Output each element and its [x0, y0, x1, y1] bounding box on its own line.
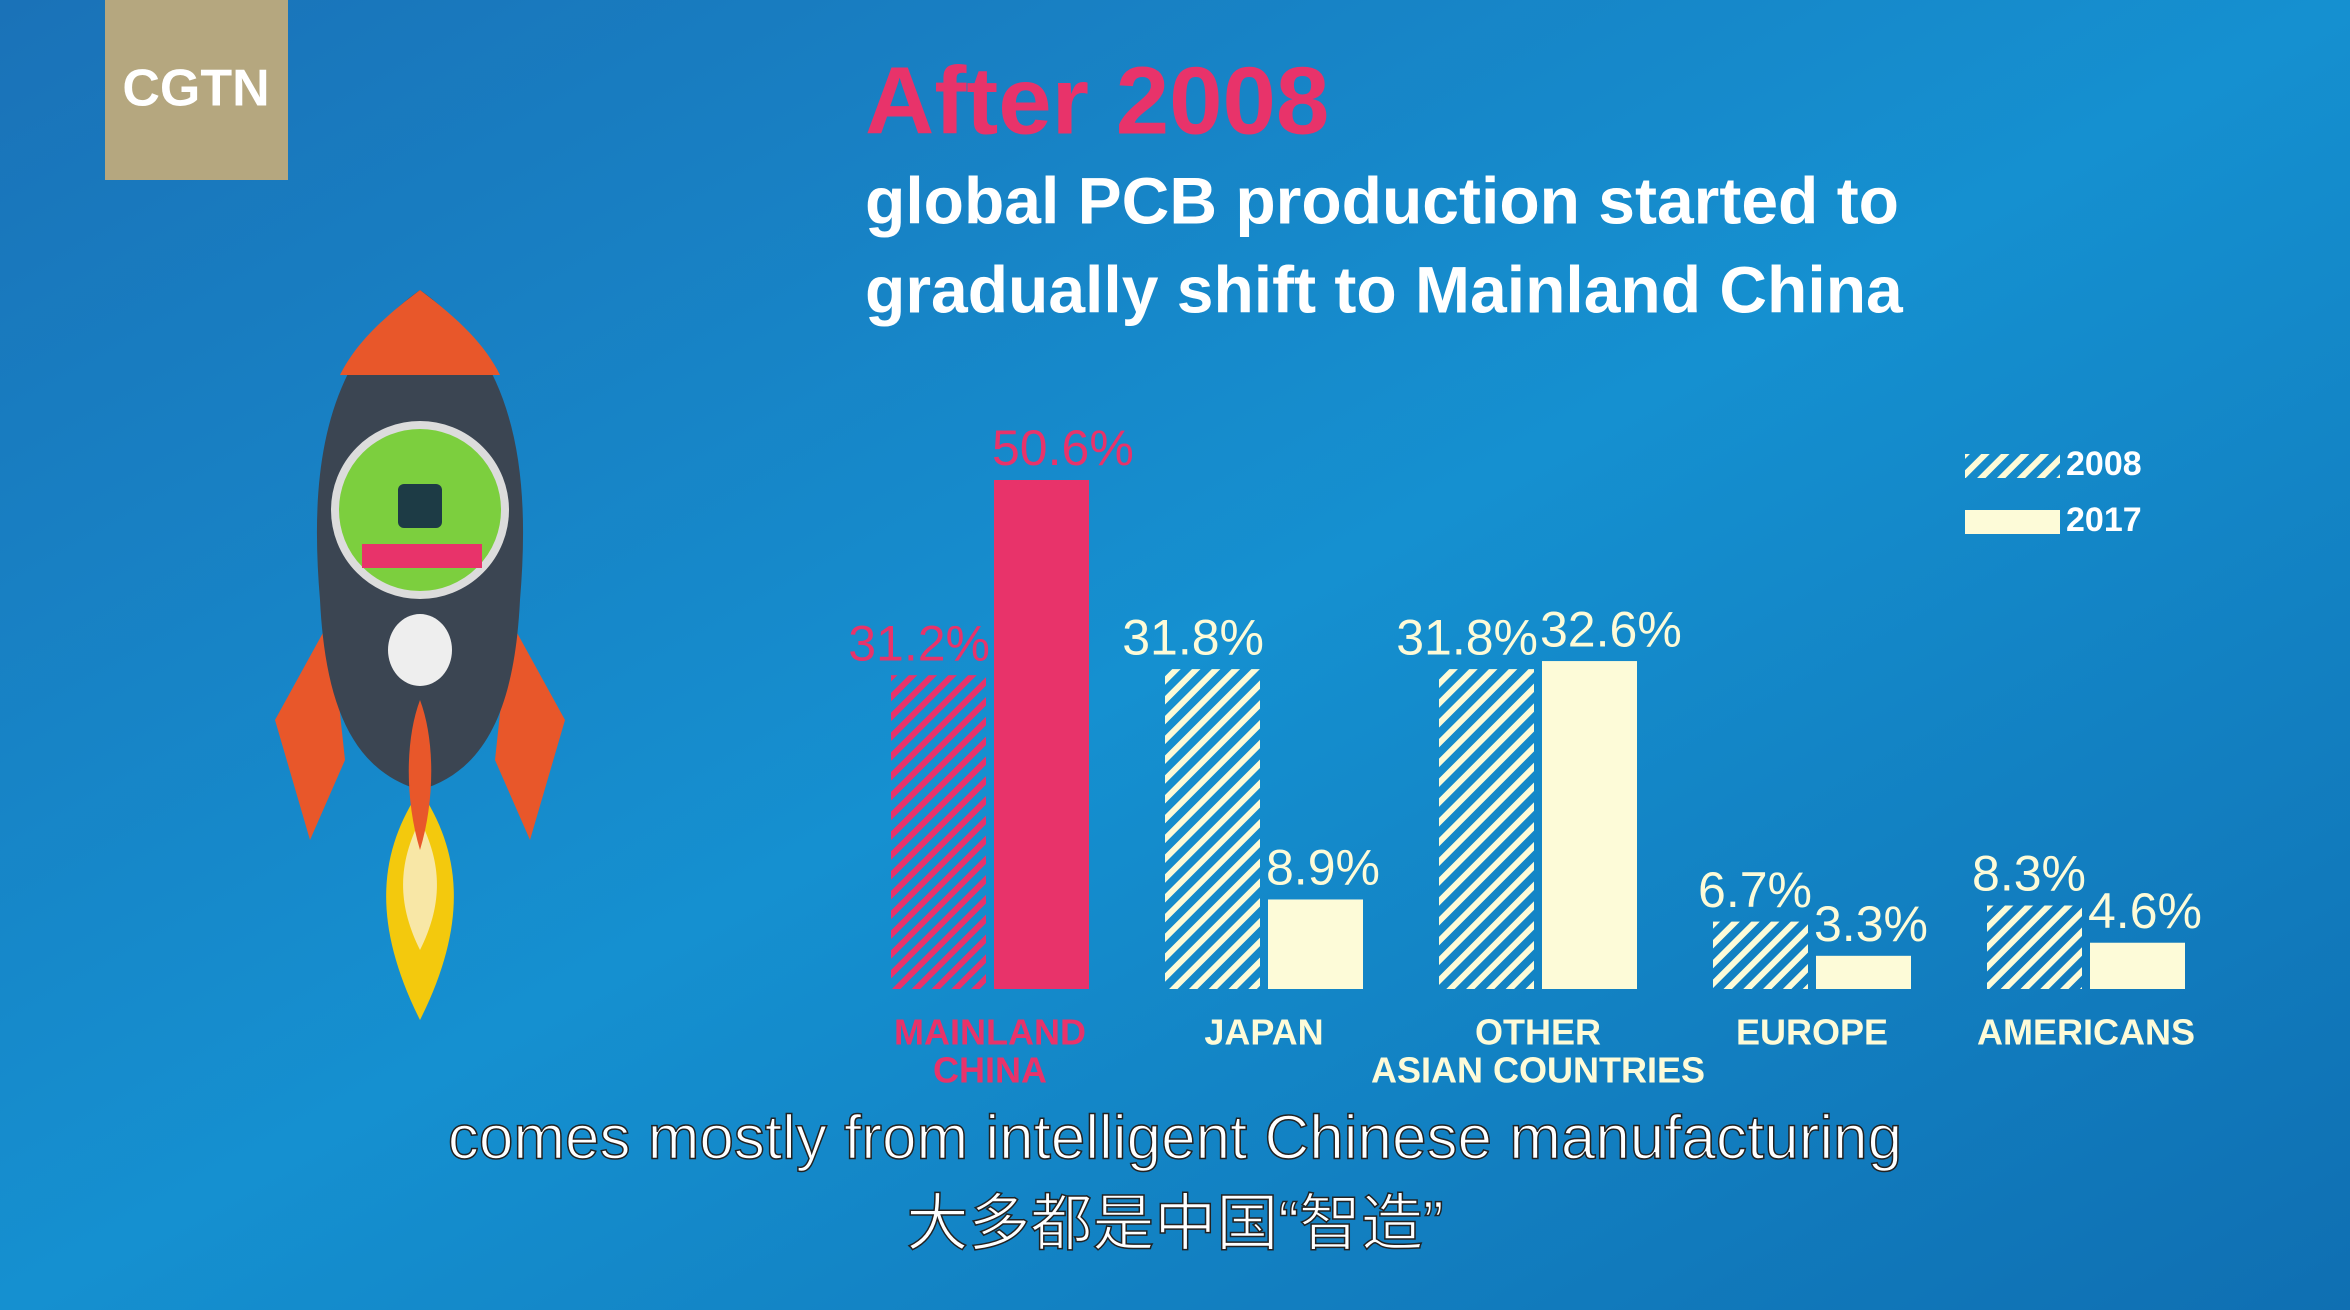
- chart-title: After 2008: [865, 47, 1329, 154]
- value-label: 4.6%: [2088, 883, 2202, 939]
- value-label: 8.3%: [1972, 846, 2086, 902]
- rocket: [275, 290, 565, 1020]
- chart-subtitle: gradually shift to Mainland China: [865, 252, 1904, 326]
- legend-swatch: [1965, 454, 2060, 478]
- logo-box: [105, 0, 288, 180]
- value-label: 31.8%: [1396, 609, 1538, 665]
- caption: 大多都是中国“智造”: [906, 1189, 1443, 1258]
- value-label: 32.6%: [1540, 601, 1682, 657]
- chart-subtitle: global PCB production started to: [865, 163, 1899, 237]
- bar: [1987, 905, 2082, 989]
- value-label: 6.7%: [1698, 862, 1812, 918]
- category-label: JAPAN: [1204, 1012, 1323, 1053]
- category-label: MAINLAND: [894, 1012, 1086, 1053]
- category-label: OTHER: [1475, 1012, 1601, 1053]
- category-label: EUROPE: [1736, 1012, 1888, 1053]
- logo: CGTN: [122, 60, 269, 118]
- value-label: 31.8%: [1122, 609, 1264, 665]
- bar: [2090, 942, 2185, 989]
- category-label: CHINA: [933, 1050, 1047, 1091]
- bar: [891, 675, 986, 989]
- legend-swatch: [1965, 510, 2060, 534]
- value-label: 31.2%: [848, 615, 990, 671]
- category-label: ASIAN COUNTRIES: [1371, 1050, 1705, 1091]
- bar: [1713, 921, 1808, 989]
- bar: [1165, 669, 1260, 989]
- caption: comes mostly from intelligent Chinese ma…: [448, 1103, 1902, 1172]
- bar: [1268, 899, 1363, 989]
- bar: [1816, 955, 1911, 989]
- bar: [994, 480, 1089, 989]
- legend-label: 2017: [2066, 501, 2142, 539]
- value-label: 8.9%: [1266, 840, 1380, 896]
- category-label: AMERICANS: [1977, 1012, 2195, 1053]
- bar: [1439, 669, 1534, 989]
- bar: [1542, 661, 1637, 989]
- value-label: 3.3%: [1814, 896, 1928, 952]
- value-label: 50.6%: [992, 420, 1134, 476]
- legend-label: 2008: [2066, 445, 2142, 483]
